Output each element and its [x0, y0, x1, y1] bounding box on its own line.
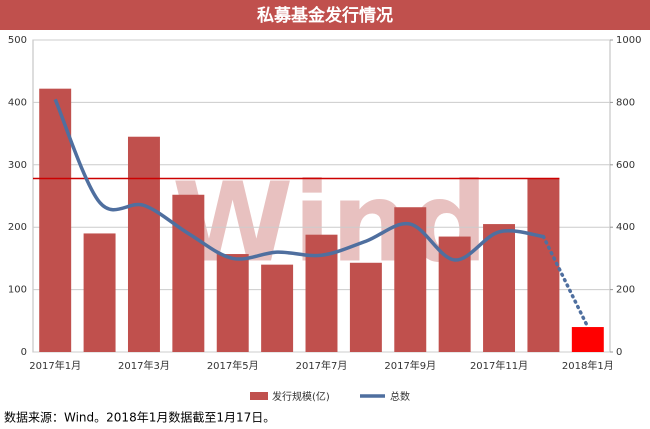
chart-title: 私募基金发行情况: [257, 5, 393, 26]
x-tick-label: 2018年1月: [562, 359, 614, 372]
bar: [349, 262, 382, 352]
bar: [527, 178, 560, 352]
line-projection: [541, 234, 590, 329]
y-tick-label: 400: [8, 97, 27, 108]
y2-tick-label: 600: [616, 160, 635, 171]
footnote: 数据来源：Wind。2018年1月数据截至1月17日。: [4, 410, 275, 425]
bar: [216, 254, 249, 352]
bar: [172, 194, 205, 352]
title-banner: [0, 0, 650, 30]
x-tick-label: 2017年11月: [470, 359, 528, 372]
bar: [83, 233, 116, 352]
bar: [39, 88, 72, 352]
legend-label: 总数: [390, 390, 410, 403]
legend-label: 发行规模(亿): [272, 390, 330, 403]
y2-tick-label: 400: [616, 222, 635, 233]
x-tick-label: 2017年7月: [296, 359, 348, 372]
y-tick-label: 500: [8, 35, 27, 46]
bar: [483, 224, 516, 352]
x-tick-label: 2017年3月: [118, 359, 170, 372]
y2-tick-label: 1000: [616, 35, 641, 46]
y-tick-label: 200: [8, 222, 27, 233]
x-tick-label: 2017年5月: [207, 359, 259, 372]
y2-tick-label: 200: [616, 285, 635, 296]
x-tick-label: 2017年9月: [384, 359, 436, 372]
x-tick-label: 2017年1月: [29, 359, 81, 372]
y-tick-label: 300: [8, 160, 27, 171]
y2-tick-label: 0: [616, 347, 622, 358]
y2-tick-label: 800: [616, 97, 635, 108]
y-tick-label: 100: [8, 285, 27, 296]
y-tick-label: 0: [21, 347, 27, 358]
bar: [127, 136, 160, 352]
legend-swatch: [250, 392, 268, 400]
bar: [571, 327, 604, 352]
line: [53, 98, 544, 262]
bar: [261, 264, 294, 352]
